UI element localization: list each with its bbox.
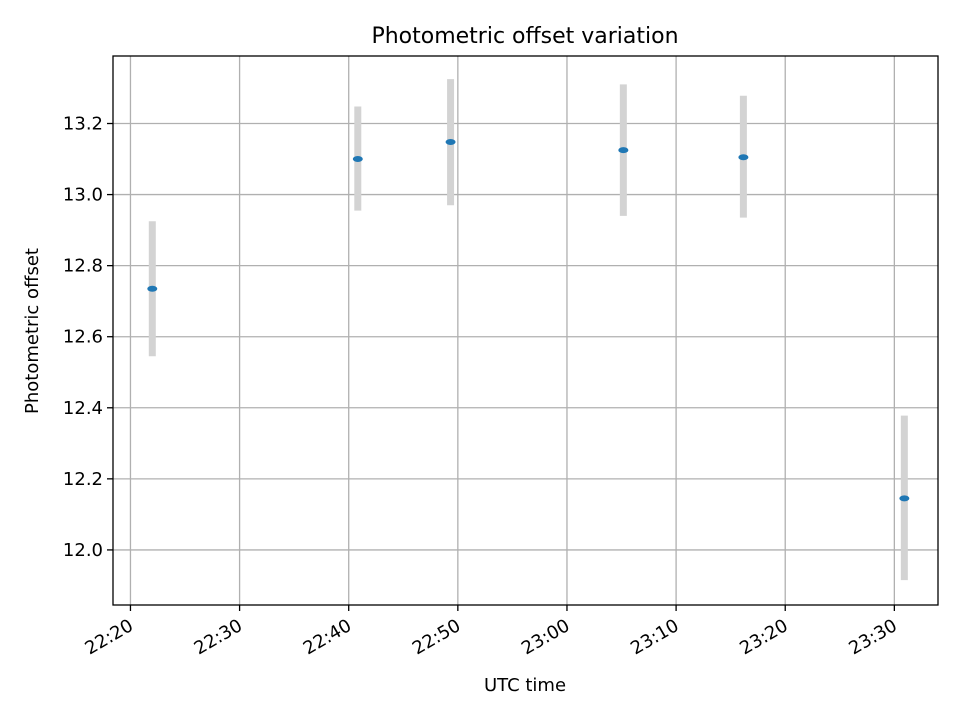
y-tick-label: 13.0	[63, 185, 103, 206]
x-tick-label: 22:20	[82, 615, 137, 659]
y-tick-label: 12.8	[63, 256, 103, 277]
y-tick-label: 13.2	[63, 114, 103, 135]
errorbars	[148, 79, 908, 581]
x-tick-label: 23:20	[736, 615, 791, 659]
data-point	[147, 285, 158, 292]
data-point	[738, 154, 749, 161]
x-tick-label: 23:00	[518, 615, 573, 659]
data-point	[445, 138, 456, 145]
y-tick-label: 12.0	[63, 540, 103, 561]
x-tick-label: 23:10	[627, 615, 682, 659]
data-point	[352, 156, 363, 163]
y-tick-label: 12.6	[63, 327, 103, 348]
data-points	[147, 138, 910, 502]
x-tick-label: 22:30	[191, 615, 246, 659]
x-tick-label: 23:30	[845, 615, 900, 659]
y-axis-label: Photometric offset	[22, 248, 43, 414]
x-tick-label: 22:40	[300, 615, 355, 659]
y-tick-label: 12.4	[63, 398, 103, 419]
data-point	[899, 495, 910, 502]
x-axis-label: UTC time	[484, 675, 566, 696]
x-tick-label: 22:50	[409, 615, 464, 659]
grid	[113, 56, 938, 605]
plot-frame	[112, 55, 939, 606]
data-point	[618, 147, 629, 154]
x-axis-ticks: 22:20 22:30 22:40 22:50 23:00 23:10 23:20 23:30	[82, 605, 901, 659]
y-axis-ticks: 12.0 12.2 12.4 12.6 12.8 13.0 13.2	[63, 114, 113, 561]
chart-title: Photometric offset variation	[371, 24, 678, 49]
y-tick-label: 12.2	[63, 469, 103, 490]
